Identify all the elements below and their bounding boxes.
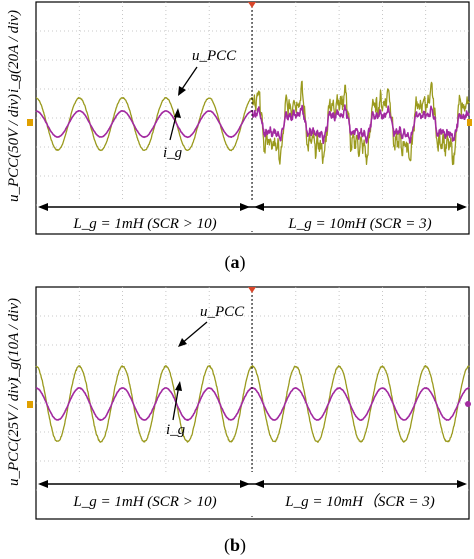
panel-b-caption: (b) (224, 535, 246, 556)
panel-a: L_g = 1mH (SCR > 10) L_g = 10mH (SCR = 3… (6, 1, 472, 273)
panel-b-ylabel-right: u_PCC(25V / div) (6, 378, 22, 486)
panel-b-region-2-label: L_g = 10mH（SCR = 3) (284, 493, 434, 510)
panel-a-caption: (a) (225, 252, 246, 273)
panel-a-level-marker-left (27, 119, 33, 126)
panel-b-arrowhead-left (38, 480, 48, 488)
panel-b-arrowhead-mid-right (254, 480, 264, 488)
panel-a-level-marker-right (467, 119, 472, 126)
panel-b-upcc-annotation: u_PCC (200, 304, 245, 320)
panel-a-ylabel-left-group: i_g(20A / div) (6, 10, 22, 93)
panel-b-caption-letter: b (230, 535, 240, 555)
panel-b-level-marker-right (465, 401, 471, 407)
panel-b-upcc-arrow (180, 321, 208, 345)
panel-a-caption-letter: a (231, 252, 240, 272)
panel-a-region-1-label: L_g = 1mH (SCR > 10) (72, 216, 216, 232)
panel-b-ig-annotation: i_g (166, 422, 186, 438)
panel-b-upcc-arrowhead (178, 338, 187, 347)
panel-a-region-bg (38, 201, 466, 231)
panel-b-ylabel-left-group: i_g(10A / div) (6, 298, 22, 381)
panel-b-series-u-pcc-line (35, 365, 470, 443)
panel-a-upcc-arrow (179, 66, 198, 93)
panel-b-ylabels: u_PCC(25V / div) (6, 378, 22, 486)
panel-b-ig-arrowhead (175, 381, 182, 391)
panel-a-arrowhead-mid-right (254, 203, 264, 211)
panel-b-ig-arrow (172, 384, 180, 421)
panel-a-arrowhead-left (38, 203, 48, 211)
panel-b-arrowhead-right (457, 480, 467, 488)
panel-a-trigger-marker (248, 2, 256, 8)
panel-b: L_g = 1mH (SCR > 10) L_g = 10mH（SCR = 3)… (6, 286, 471, 556)
panel-a-upcc-arrowhead (178, 86, 186, 96)
panel-a-region-2-label: L_g = 10mH (SCR = 3) (287, 216, 431, 232)
panel-b-level-marker-left (27, 401, 33, 408)
panel-b-trigger-marker (248, 287, 256, 293)
panel-b-region-1-label: L_g = 1mH (SCR > 10) (72, 494, 216, 510)
panel-b-arrowhead-mid-left (240, 480, 250, 488)
panel-a-ylabels: u_PCC(50V / div) (6, 94, 22, 202)
panel-a-ylabel-right: u_PCC(50V / div) (6, 94, 22, 202)
panel-a-upcc-annotation: u_PCC (192, 48, 237, 64)
panel-a-arrowhead-right (457, 203, 467, 211)
panel-a-arrowhead-mid-left (240, 203, 250, 211)
panel-a-ig-annotation: i_g (163, 145, 183, 161)
panel-a-ig-arrowhead (174, 108, 181, 118)
panel-b-region-bg (38, 472, 466, 516)
panel-b-ylabel-left: i_g(10A / div) (6, 298, 22, 381)
panel-a-ylabel-left: i_g(20A / div) (6, 10, 22, 93)
